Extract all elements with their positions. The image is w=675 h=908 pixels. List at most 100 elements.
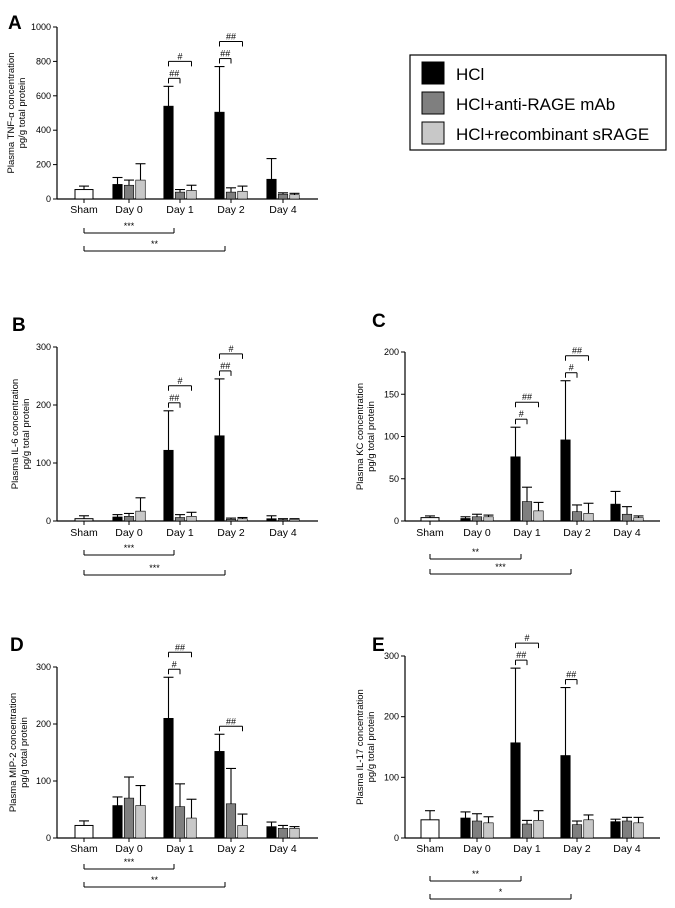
hash-bracket-d-day-1-srage-label: ## <box>175 642 185 652</box>
legend-label-anti-rage: HCl+anti-RAGE mAb <box>456 95 615 114</box>
bar-b-day-4-anti-rage <box>277 519 289 522</box>
x-tick-label-b-day-4: Day 4 <box>269 527 297 539</box>
hash-bracket-e-day-1-anti-rage-label: ## <box>516 650 526 660</box>
hash-bracket-a-day-2-anti-rage-label: ## <box>220 49 230 59</box>
bar-d-sham <box>74 824 94 839</box>
x-tick-label-d-sham: Sham <box>70 843 98 855</box>
bar-e-day-4-srage <box>633 822 644 839</box>
y-tick-label-d-100: 100 <box>36 776 51 786</box>
y-tick-label-b-300: 300 <box>36 342 51 352</box>
hash-bracket-b-day-2-anti-rage-label: ## <box>220 361 230 371</box>
bar-d-day-2-anti-rage <box>225 803 237 839</box>
x-tick-label-c-day-2: Day 2 <box>563 527 591 539</box>
legend-swatch-anti-rage <box>421 91 445 115</box>
bar-d-day-4-hcl <box>266 826 277 839</box>
y-tick-label-a-200: 200 <box>36 160 51 170</box>
bar-a-day-0-hcl <box>112 184 123 200</box>
bar-a-sham <box>74 189 94 200</box>
bar-d-day-4-anti-rage <box>277 828 289 839</box>
bar-a-day-1-hcl <box>163 105 174 200</box>
sham-bracket-a-day-2-label: ** <box>151 239 159 249</box>
x-tick-label-a-day-0: Day 0 <box>115 204 143 216</box>
bar-d-day-1-srage <box>186 817 197 839</box>
bar-c-day-1-hcl <box>510 456 521 522</box>
sham-bracket-d-day-1-label: *** <box>124 857 135 867</box>
y-tick-label-c-50: 50 <box>389 474 399 484</box>
hash-bracket-d-day-1-anti-rage-label: # <box>172 659 177 669</box>
panel-letter-a: A <box>8 13 22 34</box>
bar-b-day-2-srage <box>237 518 248 522</box>
bar-e-day-0-anti-rage <box>471 820 483 839</box>
bar-d-day-0-srage <box>135 805 146 839</box>
sham-bracket-d-day-2-label: ** <box>151 875 159 885</box>
y-axis-label-d-1: Plasma MIP-2 concentration <box>8 693 19 812</box>
y-tick-label-e-100: 100 <box>384 772 399 782</box>
hash-bracket-b-day-1-anti-rage-label: ## <box>169 393 179 403</box>
bar-b-day-4-hcl <box>266 518 277 522</box>
bar-d-day-0-hcl <box>112 805 123 839</box>
panel-e: E Plasma IL-17 concentration pg/g total pr… <box>355 633 660 900</box>
bar-b-sham <box>74 518 94 522</box>
bar-e-day-4-anti-rage <box>621 820 633 839</box>
sham-bracket-c-day-1-label: ** <box>472 547 480 557</box>
y-axis-label-a-2: pg/g total protein <box>17 78 28 149</box>
bar-e-day-2-hcl <box>560 755 571 839</box>
x-tick-label-d-day-4: Day 4 <box>269 843 297 855</box>
y-tick-label-c-0: 0 <box>394 516 399 526</box>
sham-bracket-c-day-2-label: *** <box>495 562 506 572</box>
x-tick-label-a-sham: Sham <box>70 204 98 216</box>
panel-a: A Plasma TNF-α concentration pg/g total pr… <box>6 13 318 252</box>
panel-letter-d: D <box>10 635 24 656</box>
bar-b-day-1-srage <box>186 516 197 522</box>
sham-bracket-a-day-1-label: *** <box>124 221 135 231</box>
x-tick-label-c-day-0: Day 0 <box>463 527 491 539</box>
bar-d-day-2-srage <box>237 825 248 839</box>
bar-e-day-1-anti-rage <box>521 823 533 839</box>
x-tick-label-c-day-1: Day 1 <box>513 527 541 539</box>
x-tick-label-a-day-4: Day 4 <box>269 204 297 216</box>
bar-b-day-4-srage <box>289 518 300 522</box>
bar-a-day-4-hcl <box>266 178 277 200</box>
y-tick-label-d-200: 200 <box>36 719 51 729</box>
y-tick-label-c-150: 150 <box>384 389 399 399</box>
bar-e-day-2-srage <box>583 819 594 839</box>
hash-bracket-a-day-1-anti-rage-label: ## <box>169 68 179 78</box>
panel-c: C Plasma KC concentration pg/g total prote… <box>355 311 660 575</box>
bar-c-day-1-srage <box>533 510 544 522</box>
y-axis-label-e-2: pg/g total protein <box>366 712 377 783</box>
bar-d-day-1-anti-rage <box>174 806 186 839</box>
x-tick-label-b-sham: Sham <box>70 527 98 539</box>
bar-b-day-1-hcl <box>163 449 174 522</box>
hash-bracket-d-day-2-srage-label: ## <box>226 716 236 726</box>
bar-c-day-0-anti-rage <box>471 516 483 522</box>
bar-e-day-1-hcl <box>510 742 521 839</box>
legend: HCl HCl+anti-RAGE mAb HCl+recombinant sR… <box>409 54 667 151</box>
hash-bracket-c-day-1-anti-rage-label: # <box>519 409 524 419</box>
x-tick-label-c-day-4: Day 4 <box>613 527 641 539</box>
x-tick-label-e-day-4: Day 4 <box>613 843 641 855</box>
x-tick-label-e-day-1: Day 1 <box>513 843 541 855</box>
panel-letter-c: C <box>372 311 386 332</box>
bar-c-day-2-srage <box>583 513 594 522</box>
y-tick-label-a-1000: 1000 <box>31 22 51 32</box>
legend-label-hcl: HCl <box>456 65 484 84</box>
y-axis-label-b-1: Plasma IL-6 concentration <box>10 379 21 489</box>
y-axis-label-b-2: pg/g total protein <box>21 399 32 470</box>
bar-d-day-4-srage <box>289 828 300 839</box>
x-tick-label-a-day-2: Day 2 <box>217 204 245 216</box>
panel-b: B Plasma IL-6 concentration pg/g total pro… <box>10 315 318 576</box>
y-tick-label-b-200: 200 <box>36 400 51 410</box>
x-tick-label-b-day-0: Day 0 <box>115 527 143 539</box>
y-tick-label-c-200: 200 <box>384 347 399 357</box>
bar-a-day-0-anti-rage <box>123 184 135 200</box>
bar-a-day-2-anti-rage <box>225 191 237 200</box>
sham-bracket-b-day-1-label: *** <box>124 543 135 553</box>
y-tick-label-a-800: 800 <box>36 56 51 66</box>
bar-e-day-2-anti-rage <box>571 824 583 839</box>
x-tick-label-d-day-2: Day 2 <box>217 843 245 855</box>
bar-e-day-1-srage <box>533 820 544 839</box>
bar-c-day-4-hcl <box>610 503 621 522</box>
bar-b-day-0-srage <box>135 510 146 522</box>
hash-bracket-a-day-1-srage-label: # <box>177 51 182 61</box>
legend-box <box>409 54 667 151</box>
